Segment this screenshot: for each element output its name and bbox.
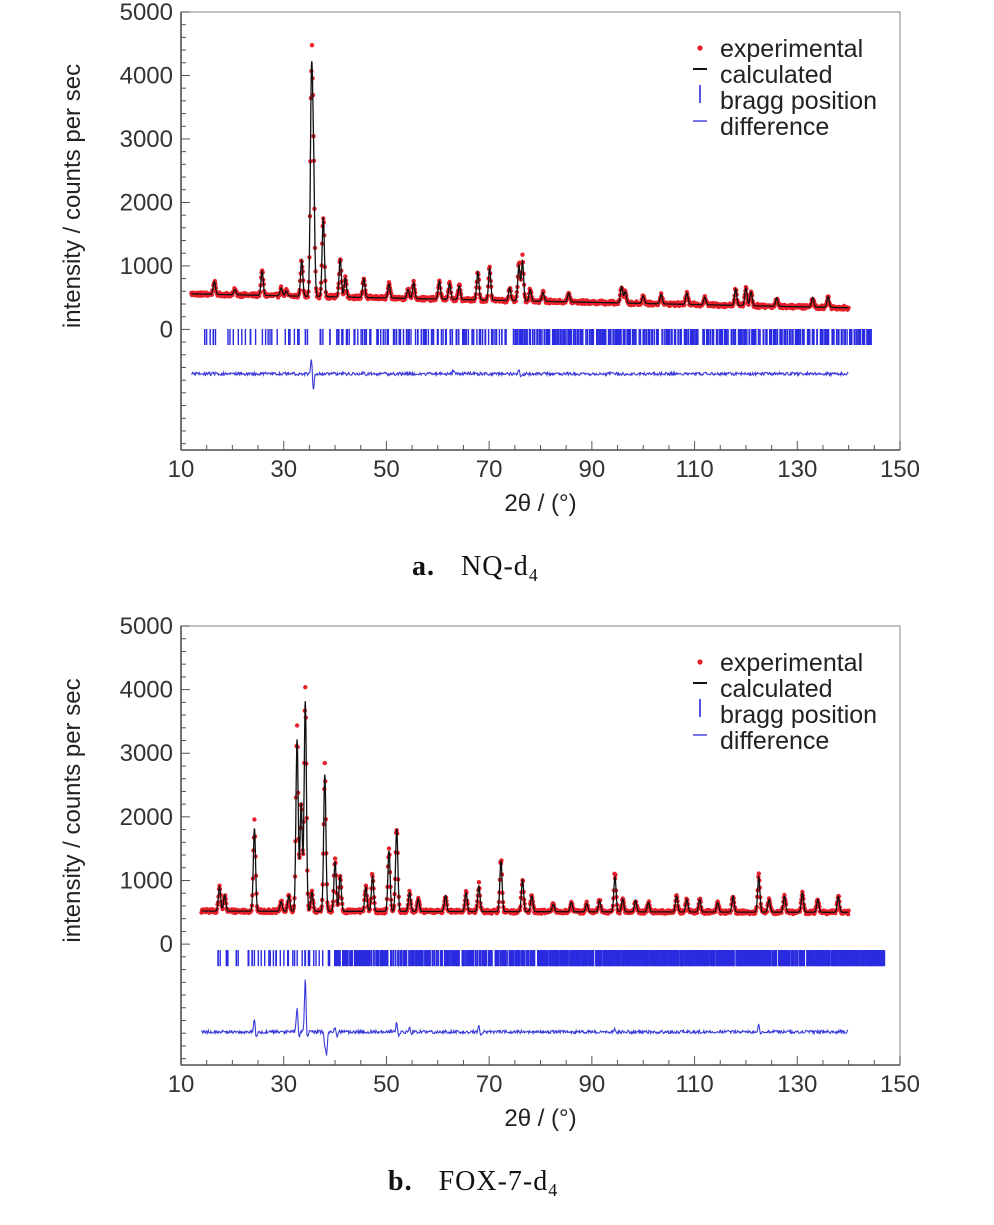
legend-label: calculated bbox=[720, 61, 833, 89]
x-tick-label: 10 bbox=[168, 456, 195, 483]
experimental-point bbox=[746, 302, 751, 307]
difference-line bbox=[191, 359, 849, 390]
x-tick-label: 150 bbox=[880, 456, 920, 483]
y-tick-label: 4000 bbox=[120, 62, 173, 89]
legend-label: difference bbox=[720, 727, 829, 755]
difference-line bbox=[201, 979, 849, 1056]
y-tick-label: 4000 bbox=[120, 677, 173, 704]
y-tick-label: 2000 bbox=[120, 804, 173, 831]
legend-experimental-marker bbox=[697, 659, 703, 665]
x-tick-label: 130 bbox=[777, 456, 817, 483]
y-tick-label: 0 bbox=[160, 316, 173, 343]
experimental-point bbox=[407, 888, 412, 894]
y-tick-label: 3000 bbox=[120, 126, 173, 153]
caption-letter: b. bbox=[388, 1166, 413, 1197]
experimental-point bbox=[495, 909, 501, 914]
figure-caption: a. NQ-d4 bbox=[412, 551, 539, 585]
experimental-point bbox=[520, 252, 525, 257]
experimental-point bbox=[613, 872, 618, 878]
x-tick-label: 150 bbox=[880, 1071, 920, 1098]
x-tick-label: 90 bbox=[579, 456, 606, 483]
legend-label: difference bbox=[720, 113, 829, 141]
y-tick-label: 5000 bbox=[120, 0, 173, 26]
experimental-point bbox=[411, 278, 416, 284]
y-tick-label: 0 bbox=[160, 931, 173, 958]
experimental-point bbox=[476, 880, 482, 885]
x-tick-label: 110 bbox=[675, 1071, 713, 1098]
experimental-point bbox=[386, 846, 392, 851]
caption-subscript: 4 bbox=[529, 565, 539, 585]
y-tick-label: 1000 bbox=[120, 867, 173, 894]
bragg-series bbox=[217, 950, 886, 967]
experimental-point bbox=[659, 291, 664, 296]
experimental-point bbox=[309, 43, 315, 48]
experimental-point bbox=[332, 856, 338, 861]
experimental-point bbox=[322, 760, 327, 766]
legend-experimental-marker bbox=[697, 45, 703, 51]
x-axis-label: 2θ / (°) bbox=[504, 1105, 576, 1132]
figure-panel-a: 0 1000 2000 3000 4000 5000 10 30 50 70 90 110 130 150… bbox=[0, 0, 994, 612]
experimental-point bbox=[584, 899, 589, 904]
experimental-point bbox=[713, 909, 718, 914]
x-axis-label: 2θ / (°) bbox=[504, 490, 576, 517]
x-tick-label: 70 bbox=[476, 456, 503, 483]
chart-a-svg: 0 1000 2000 3000 4000 5000 10 30 50 70 90 110 130 150… bbox=[59, 0, 920, 585]
caption-subscript: 4 bbox=[548, 1180, 558, 1200]
experimental-point bbox=[303, 685, 308, 690]
experimental-point bbox=[756, 871, 761, 876]
x-tick-label: 90 bbox=[579, 1071, 606, 1098]
bragg-series bbox=[203, 329, 872, 346]
experimental-point bbox=[278, 284, 284, 289]
experimental-point bbox=[782, 892, 787, 898]
legend-label: calculated bbox=[720, 675, 833, 703]
experimental-point bbox=[252, 817, 257, 822]
experimental-point bbox=[343, 274, 348, 279]
y-axis-label: intensity / counts per sec bbox=[59, 678, 86, 942]
caption-name: FOX-7-d bbox=[439, 1166, 549, 1197]
experimental-point bbox=[845, 912, 851, 917]
chart-b-svg: 0 1000 2000 3000 4000 5000 10 30 50 70 90 110 130 150… bbox=[59, 613, 920, 1200]
x-tick-label: 30 bbox=[270, 456, 297, 483]
y-tick-label: 5000 bbox=[120, 613, 173, 640]
calculated-line bbox=[201, 701, 849, 913]
x-tick-label: 130 bbox=[777, 1071, 817, 1098]
y-axis-label: intensity / counts per sec bbox=[59, 64, 86, 328]
x-tick-label: 10 bbox=[168, 1071, 195, 1098]
legend-label: bragg position bbox=[720, 87, 877, 115]
experimental-point bbox=[617, 911, 622, 916]
x-tick-label: 70 bbox=[476, 1071, 503, 1098]
y-tick-label: 2000 bbox=[120, 189, 173, 216]
x-tick-label: 50 bbox=[373, 1071, 400, 1098]
x-tick-label: 50 bbox=[373, 456, 400, 483]
legend-label: bragg position bbox=[720, 701, 877, 729]
x-tick-label: 110 bbox=[675, 456, 713, 483]
legend-label: experimental bbox=[720, 35, 863, 63]
legend-label: experimental bbox=[720, 649, 863, 677]
figure-caption: b. FOX-7-d4 bbox=[388, 1166, 558, 1200]
caption-name: NQ-d bbox=[461, 551, 529, 582]
y-tick-label: 3000 bbox=[120, 740, 173, 767]
x-tick-label: 30 bbox=[270, 1071, 297, 1098]
experimental-point bbox=[294, 723, 300, 728]
caption-letter: a. bbox=[412, 551, 435, 582]
calculated-line bbox=[191, 61, 849, 309]
figure-panel-b: 0 1000 2000 3000 4000 5000 10 30 50 70 90 110 130 150… bbox=[0, 612, 994, 1225]
y-tick-label: 1000 bbox=[120, 253, 173, 280]
experimental-point bbox=[639, 301, 644, 306]
experimental-point bbox=[309, 888, 315, 893]
